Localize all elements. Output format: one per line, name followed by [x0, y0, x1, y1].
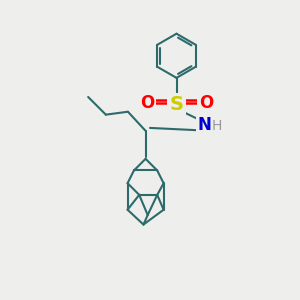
- Text: O: O: [199, 94, 213, 112]
- Text: S: S: [169, 95, 184, 114]
- Text: O: O: [140, 94, 154, 112]
- Text: H: H: [212, 119, 222, 134]
- Text: N: N: [197, 116, 212, 134]
